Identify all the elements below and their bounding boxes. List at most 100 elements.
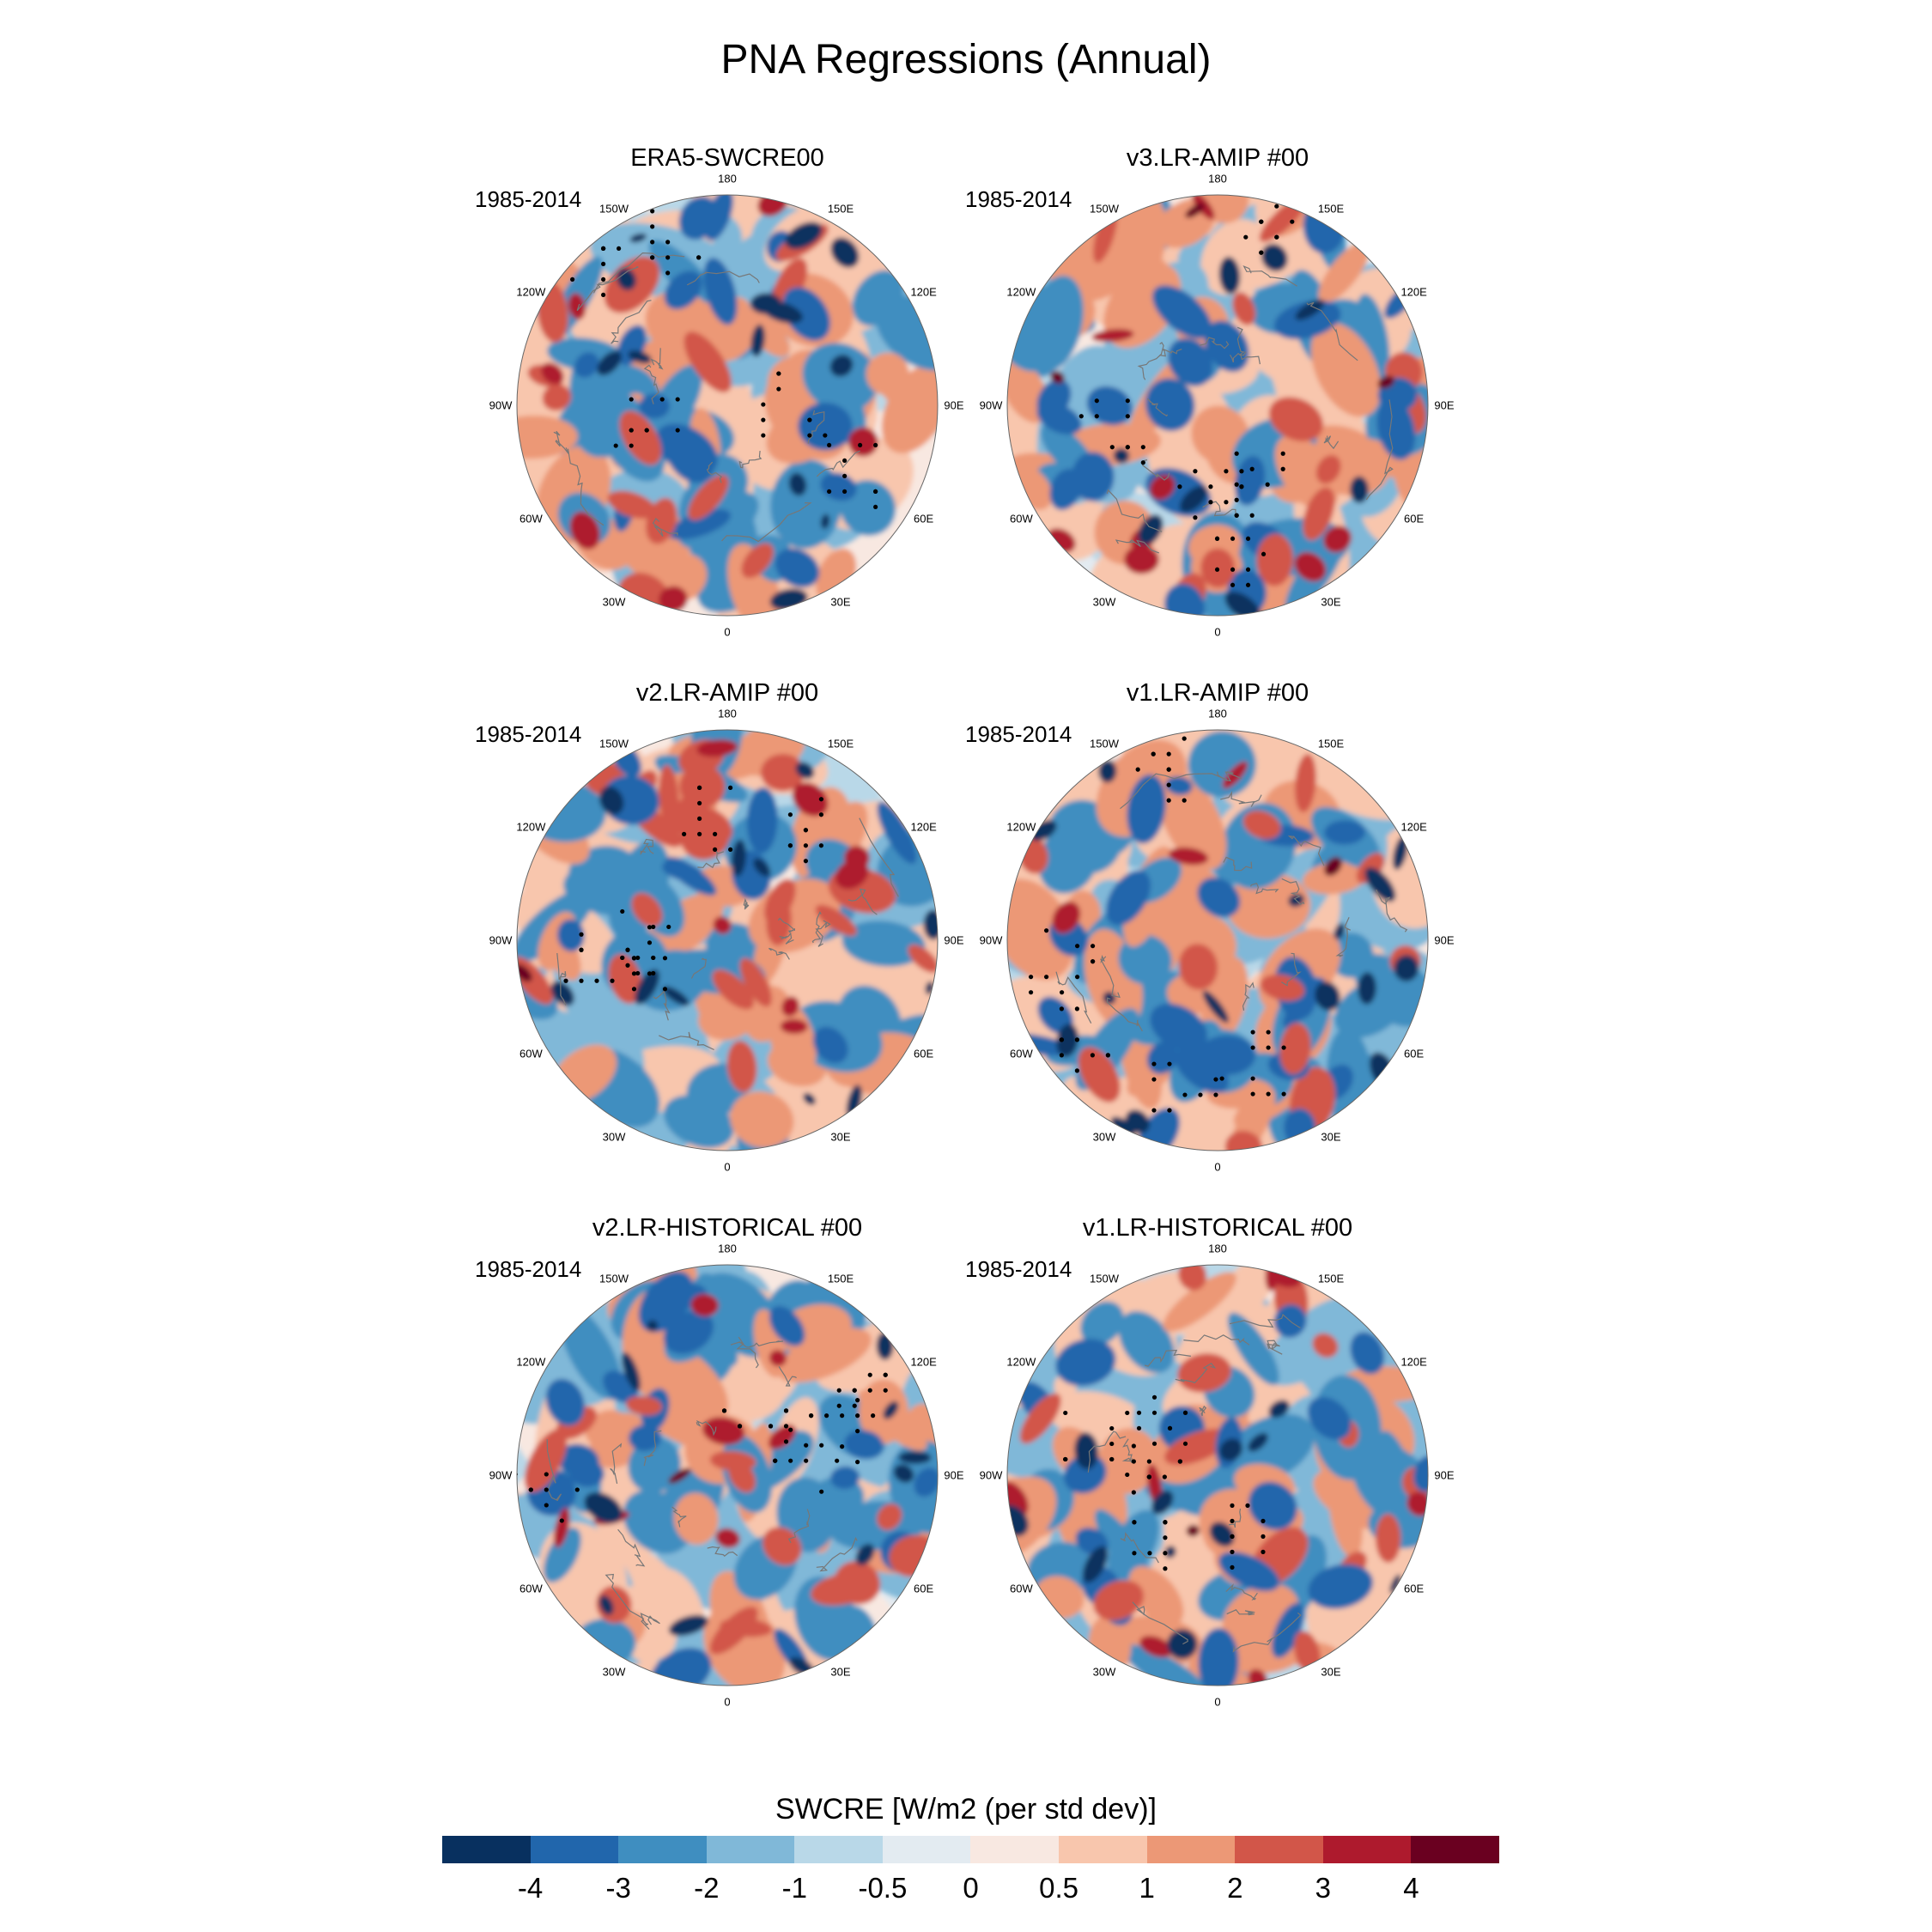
coastline <box>643 364 659 404</box>
contour-region <box>668 1467 691 1484</box>
contour-region <box>636 1340 729 1425</box>
significance-dot <box>1163 1551 1168 1556</box>
significance-dot <box>1162 1474 1167 1479</box>
figure-title: PNA Regressions (Annual) <box>720 37 1212 82</box>
significance-dot <box>840 1413 845 1419</box>
panel-title: v1.LR-HISTORICAL #00 <box>1082 1214 1353 1242</box>
significance-dot <box>682 831 687 836</box>
significance-dot <box>665 255 671 260</box>
contour-region <box>517 415 578 459</box>
coastline <box>1087 1431 1127 1473</box>
longitude-label: 180 <box>718 707 737 720</box>
longitude-label: 150W <box>1090 202 1119 216</box>
contour-region <box>598 1595 614 1615</box>
longitude-label: 180 <box>718 172 737 185</box>
contour-region <box>811 1571 879 1606</box>
coastline <box>1232 1612 1302 1653</box>
contour-region <box>1007 1504 1029 1537</box>
contour-region <box>1105 870 1151 926</box>
significance-dot <box>1230 1534 1235 1539</box>
contour-region <box>646 365 702 444</box>
significance-dot <box>819 1443 824 1448</box>
colorbar-tick-label: 1 <box>1139 1872 1155 1904</box>
longitude-label: 120W <box>1006 1355 1036 1369</box>
significance-dot <box>1140 460 1145 465</box>
contour-region <box>1055 1339 1116 1387</box>
contour-region <box>544 1527 581 1583</box>
contour-region <box>569 511 600 550</box>
significance-dot <box>1125 398 1130 404</box>
significance-dot <box>1261 1518 1266 1523</box>
contour-region <box>908 944 938 973</box>
contour-region <box>766 896 792 946</box>
significance-dot <box>1230 1518 1235 1523</box>
longitude-label: 90E <box>1434 398 1455 412</box>
significance-dot <box>788 1458 793 1463</box>
contour-region <box>806 1476 865 1524</box>
contour-region <box>835 859 869 890</box>
coastline <box>1175 1363 1217 1384</box>
colorbar-swatch <box>442 1836 531 1863</box>
contour-region <box>771 258 808 313</box>
significance-dot <box>574 1487 580 1492</box>
coastline <box>859 817 899 897</box>
significance-dot <box>1151 1108 1157 1113</box>
contour-region <box>812 1026 848 1064</box>
colorbar-swatch <box>530 1836 619 1863</box>
significance-dot <box>787 812 793 817</box>
contour-region <box>1256 533 1294 586</box>
significance-dot <box>768 1424 774 1429</box>
longitude-label: 150E <box>1317 1272 1345 1285</box>
coastline <box>610 1443 623 1485</box>
contour-region <box>769 1305 805 1346</box>
significance-dot <box>570 246 575 252</box>
coastline <box>738 450 762 469</box>
contour-region <box>1222 761 1248 789</box>
significance-dot <box>563 978 568 983</box>
contour-region <box>1324 856 1342 877</box>
longitude-label: 90E <box>944 1468 964 1482</box>
contour-region <box>1179 485 1208 513</box>
colorbar-tick-label: -3 <box>605 1872 631 1904</box>
significance-dot <box>579 932 584 937</box>
polar-map <box>1006 729 1429 1151</box>
contour-region <box>1315 455 1341 484</box>
colorbar-tick-label: -4 <box>517 1872 544 1904</box>
significance-dot <box>1090 944 1096 949</box>
significance-dot <box>1193 515 1198 520</box>
significance-dot <box>1182 798 1187 803</box>
contour-region <box>1268 397 1323 441</box>
contour-region <box>1007 358 1049 423</box>
significance-dot <box>1266 1030 1271 1035</box>
contour-region <box>1376 398 1416 460</box>
significance-dot <box>1249 513 1255 518</box>
significance-dot <box>613 443 618 448</box>
significance-dot <box>737 1424 743 1429</box>
contour-region <box>619 410 662 465</box>
longitude-label: 150W <box>599 1272 629 1285</box>
contour-region <box>830 237 860 268</box>
colorbar-swatch <box>706 1836 795 1863</box>
significance-dot <box>773 1458 778 1463</box>
coastline <box>1226 1609 1255 1616</box>
map-border <box>1006 194 1429 617</box>
polar-map <box>516 194 939 617</box>
significance-dot <box>650 255 655 260</box>
contour-region <box>664 270 702 310</box>
coastline <box>1121 1438 1133 1464</box>
significance-dot <box>1214 567 1220 572</box>
significance-dot <box>650 224 655 229</box>
contour-region <box>621 1352 641 1392</box>
contour-region <box>728 1460 756 1493</box>
coastline <box>546 1439 562 1502</box>
coastline <box>777 917 795 933</box>
contour-region <box>1307 1396 1352 1440</box>
contour-region <box>635 969 660 1005</box>
significance-dot <box>697 800 702 805</box>
longitude-label: 0 <box>724 1160 731 1174</box>
significance-dot <box>1166 782 1171 787</box>
coastline <box>1287 835 1325 866</box>
significance-dot <box>1166 798 1171 803</box>
significance-dot <box>1028 975 1034 980</box>
contour-region <box>662 986 690 1006</box>
